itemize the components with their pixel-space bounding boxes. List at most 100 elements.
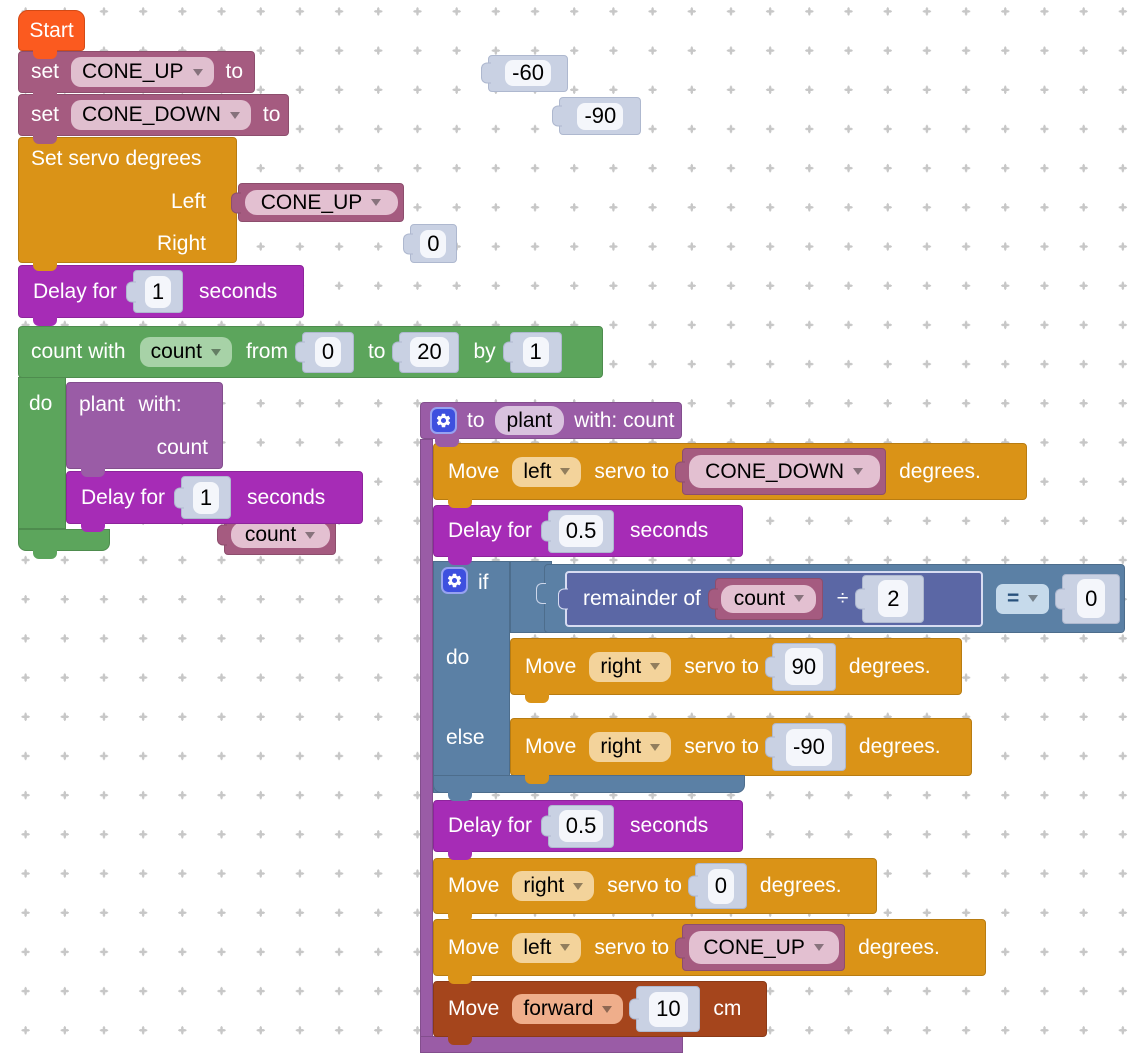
loop-variable-dropdown[interactable]: count: [139, 337, 232, 367]
to-label: to: [367, 340, 386, 363]
dropdown-arrow-icon: [813, 944, 824, 951]
set-variable-block[interactable]: set CONE_DOWN to -90: [18, 94, 642, 144]
delay-keyword: Delay for: [448, 519, 533, 542]
number-input[interactable]: 1: [509, 331, 562, 373]
move-servo-block[interactable]: Move right servo to -90 degrees.: [510, 718, 972, 784]
degrees-label: degrees.: [899, 459, 981, 483]
servo-side-dropdown[interactable]: left: [512, 932, 582, 963]
number-input[interactable]: 0: [409, 224, 457, 263]
function-definition-block[interactable]: to plant with: count: [420, 402, 682, 447]
dropdown-arrow-icon: [794, 595, 805, 602]
function-call-block[interactable]: plant with: count count: [66, 382, 336, 555]
variable-getter-block[interactable]: CONE_UP: [238, 183, 404, 222]
move-servo-block[interactable]: Move left servo to CONE_DOWN degrees.: [433, 443, 1027, 508]
bottom-connector: [81, 522, 105, 532]
servo-side-dropdown[interactable]: right: [589, 651, 672, 682]
delay-keyword: Delay for: [33, 279, 118, 303]
gear-icon[interactable]: [441, 567, 468, 594]
servo-side-dropdown[interactable]: right: [512, 871, 595, 901]
seconds-label: seconds: [630, 519, 709, 542]
variable-name: count: [150, 340, 202, 363]
function-body-spine[interactable]: [420, 439, 433, 1037]
loop-do-spine[interactable]: do: [18, 377, 66, 529]
bottom-connector: [33, 316, 57, 326]
number-input[interactable]: 2: [862, 574, 925, 623]
variable-name: count: [244, 523, 297, 546]
variable-dropdown[interactable]: CONE_DOWN: [71, 100, 251, 130]
move-keyword: Move: [525, 735, 577, 758]
remainder-block[interactable]: remainder of count ÷ 2: [565, 570, 983, 627]
servo-to-label: servo to: [594, 459, 670, 483]
variable-dropdown[interactable]: CONE_UP: [244, 190, 398, 215]
servo-to-label: servo to: [684, 654, 759, 678]
bottom-connector: [33, 549, 57, 559]
set-servo-degrees-block[interactable]: Set servo degrees Left Right CONE_UP 0: [18, 137, 457, 271]
delay-block[interactable]: Delay for 1 seconds: [66, 471, 363, 532]
variable-getter-block[interactable]: CONE_UP: [682, 924, 846, 971]
start-block[interactable]: Start: [18, 10, 85, 59]
if-bottom-bar[interactable]: [433, 775, 745, 801]
variable-name: CONE_UP: [82, 60, 184, 83]
seconds-label: seconds: [247, 485, 326, 509]
loop-bottom-bar[interactable]: [18, 529, 110, 559]
direction-dropdown[interactable]: forward: [512, 994, 624, 1024]
delay-keyword: Delay for: [448, 814, 533, 837]
delay-block[interactable]: Delay for 0.5 seconds: [433, 800, 743, 860]
set-variable-block[interactable]: set CONE_UP to -60: [18, 51, 569, 101]
count-with-label: count with: [31, 340, 126, 363]
number-input[interactable]: 0: [694, 863, 747, 909]
comparison-operator-dropdown[interactable]: =: [996, 583, 1050, 614]
move-servo-block[interactable]: Move right servo to 90 degrees.: [510, 638, 962, 703]
to-keyword: to: [262, 103, 281, 126]
variable-dropdown[interactable]: count: [721, 584, 817, 613]
bottom-connector: [448, 912, 472, 922]
function-name-field[interactable]: plant: [494, 406, 565, 435]
compare-block[interactable]: remainder of count ÷ 2 = 0: [536, 564, 1125, 633]
variable-getter-block[interactable]: CONE_DOWN: [682, 448, 887, 495]
bottom-connector: [33, 134, 57, 144]
dropdown-arrow-icon: [560, 944, 571, 951]
by-label: by: [473, 340, 496, 363]
number-input[interactable]: 0: [1062, 573, 1121, 624]
from-label: from: [245, 340, 288, 363]
servo-side-dropdown[interactable]: left: [512, 456, 582, 487]
variable-dropdown[interactable]: CONE_DOWN: [688, 455, 880, 488]
number-input[interactable]: 90: [771, 642, 836, 691]
number-input[interactable]: 0.5: [548, 804, 615, 848]
delay-keyword: Delay for: [81, 485, 166, 509]
number-input[interactable]: -90: [559, 97, 642, 135]
number-input[interactable]: -90: [771, 723, 846, 771]
number-input[interactable]: 1: [181, 476, 232, 519]
params-label: with: count: [574, 408, 675, 432]
to-keyword: to: [467, 408, 485, 432]
move-servo-block[interactable]: Move right servo to 0 degrees.: [433, 858, 877, 922]
variable-dropdown[interactable]: CONE_UP: [688, 931, 839, 964]
gear-icon[interactable]: [430, 407, 457, 434]
variable-name: CONE_DOWN: [82, 103, 221, 126]
dropdown-arrow-icon: [573, 882, 584, 890]
variable-dropdown[interactable]: count: [230, 522, 330, 548]
count-loop-block[interactable]: count with count from 0 to 20 by 1: [18, 326, 603, 378]
delay-block[interactable]: Delay for 0.5 seconds: [433, 505, 743, 565]
number-input[interactable]: -60: [488, 54, 569, 92]
seconds-label: seconds: [630, 814, 709, 837]
variable-getter-block[interactable]: count: [714, 577, 823, 620]
if-block-spine[interactable]: if do else: [433, 561, 510, 793]
number-input[interactable]: 1: [133, 270, 184, 313]
number-input[interactable]: 10: [636, 986, 701, 1032]
variable-dropdown[interactable]: CONE_UP: [71, 57, 214, 87]
dropdown-arrow-icon: [602, 1005, 613, 1013]
move-drive-block[interactable]: Move forward 10 cm: [433, 981, 767, 1045]
move-servo-block[interactable]: Move left servo to CONE_UP degrees.: [433, 919, 986, 984]
delay-block[interactable]: Delay for 1 seconds: [18, 265, 304, 326]
set-keyword: set: [31, 60, 60, 83]
number-input[interactable]: 0.5: [548, 509, 615, 553]
cm-label: cm: [713, 997, 742, 1020]
number-input[interactable]: 0: [301, 331, 354, 373]
number-input[interactable]: 20: [399, 331, 460, 373]
bottom-connector: [81, 467, 105, 477]
dropdown-arrow-icon: [305, 531, 316, 539]
servo-side-dropdown[interactable]: right: [589, 732, 672, 762]
start-label: Start: [29, 18, 74, 42]
